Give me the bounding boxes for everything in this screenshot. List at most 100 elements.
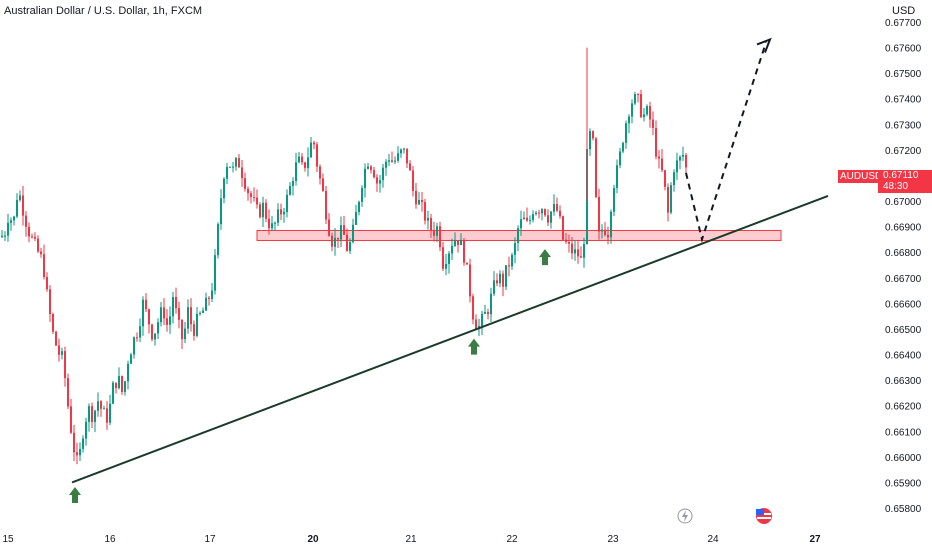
candle-body	[622, 142, 624, 152]
candle-body	[166, 318, 168, 325]
chart-title: Australian Dollar / U.S. Dollar, 1h, FXC…	[4, 5, 203, 17]
candle-body	[481, 313, 483, 326]
candle-body	[511, 254, 513, 267]
y-tick-label: 0.67500	[885, 69, 922, 80]
us-flag-icon[interactable]	[756, 508, 772, 524]
y-tick-label: 0.66700	[885, 274, 922, 285]
candle-body	[136, 337, 138, 339]
candle-body	[589, 131, 591, 150]
candle-body	[370, 166, 372, 171]
x-tick-label: 20	[307, 534, 319, 545]
candle-body	[580, 256, 582, 258]
candle-body	[628, 116, 630, 124]
y-tick-label: 0.66300	[885, 376, 922, 387]
candle-body	[670, 185, 672, 213]
candle-body	[187, 307, 189, 329]
candle-body	[373, 170, 375, 178]
x-tick-label: 27	[809, 534, 821, 545]
candle-body	[112, 382, 114, 404]
candle-body	[361, 187, 363, 202]
candle-body	[229, 166, 231, 168]
candle-body	[664, 170, 666, 187]
candle-body	[139, 326, 141, 338]
candle-body	[184, 328, 186, 340]
candle-body	[661, 158, 663, 171]
candle-body	[34, 236, 36, 239]
candle-body	[121, 376, 123, 392]
candle-body	[613, 187, 615, 212]
candle-body	[322, 178, 324, 191]
candle-body	[424, 202, 426, 221]
candle-body	[559, 210, 561, 217]
candle-body	[379, 180, 381, 184]
candle-body	[343, 225, 345, 235]
candle-body	[58, 345, 60, 355]
candle-body	[412, 170, 414, 191]
candle-body	[73, 432, 75, 453]
candle-body	[652, 119, 654, 128]
candle-body	[157, 322, 159, 334]
candle-body	[40, 251, 42, 255]
y-tick-label: 0.65800	[885, 504, 922, 515]
candle-body	[250, 193, 252, 198]
candle-body	[190, 307, 192, 325]
candle-body	[55, 331, 57, 346]
candle-body	[388, 160, 390, 162]
candle-body	[391, 160, 393, 162]
candle-body	[484, 312, 486, 314]
candle-body	[442, 247, 444, 269]
candle-body	[64, 351, 66, 379]
candle-body	[517, 228, 519, 243]
candle-body	[106, 408, 108, 423]
candle-body	[352, 224, 354, 243]
x-tick-label: 24	[707, 534, 719, 545]
candle-body	[103, 408, 105, 410]
candle-body	[529, 219, 531, 221]
candle-body	[439, 226, 441, 248]
y-tick-label: 0.66400	[885, 351, 922, 362]
candle-body	[364, 168, 366, 188]
price-tag: 0.67110 48:30	[878, 170, 932, 193]
up-arrow-marker	[468, 338, 480, 355]
candle-body	[199, 312, 201, 314]
candle-body	[331, 235, 333, 247]
candle-body	[466, 262, 468, 265]
candle-body	[334, 237, 336, 247]
candle-body	[310, 142, 312, 158]
candle-body	[259, 204, 261, 218]
candle-body	[601, 229, 603, 232]
candle-body	[346, 234, 348, 252]
candle-body	[238, 158, 240, 168]
candle-body	[172, 296, 174, 317]
candle-body	[607, 234, 609, 238]
candle-body	[523, 217, 525, 220]
candle-body	[181, 319, 183, 340]
candle-body	[256, 197, 258, 205]
candle-body	[562, 216, 564, 240]
lightning-icon[interactable]	[677, 508, 693, 524]
candle-body	[265, 202, 267, 219]
y-tick-label: 0.65900	[885, 478, 922, 489]
candle-body	[655, 127, 657, 157]
candle-body	[220, 198, 222, 225]
y-tick-label: 0.66900	[885, 223, 922, 234]
candle-body	[289, 186, 291, 195]
candle-body	[538, 212, 540, 214]
candle-body	[217, 224, 219, 256]
candle-body	[598, 196, 600, 232]
trendline	[71, 195, 829, 484]
candle-body	[286, 194, 288, 212]
candle-body	[43, 254, 45, 278]
up-arrow-marker	[539, 249, 551, 266]
x-tick-label: 16	[104, 534, 116, 545]
candle-body	[616, 165, 618, 188]
candle-body	[127, 363, 129, 382]
candle-body	[565, 239, 567, 242]
projection-path	[685, 42, 767, 244]
candle-body	[619, 151, 621, 166]
y-tick-label: 0.66100	[885, 427, 922, 438]
candle-body	[226, 167, 228, 179]
candle-body	[244, 178, 246, 189]
candle-body	[430, 217, 432, 230]
